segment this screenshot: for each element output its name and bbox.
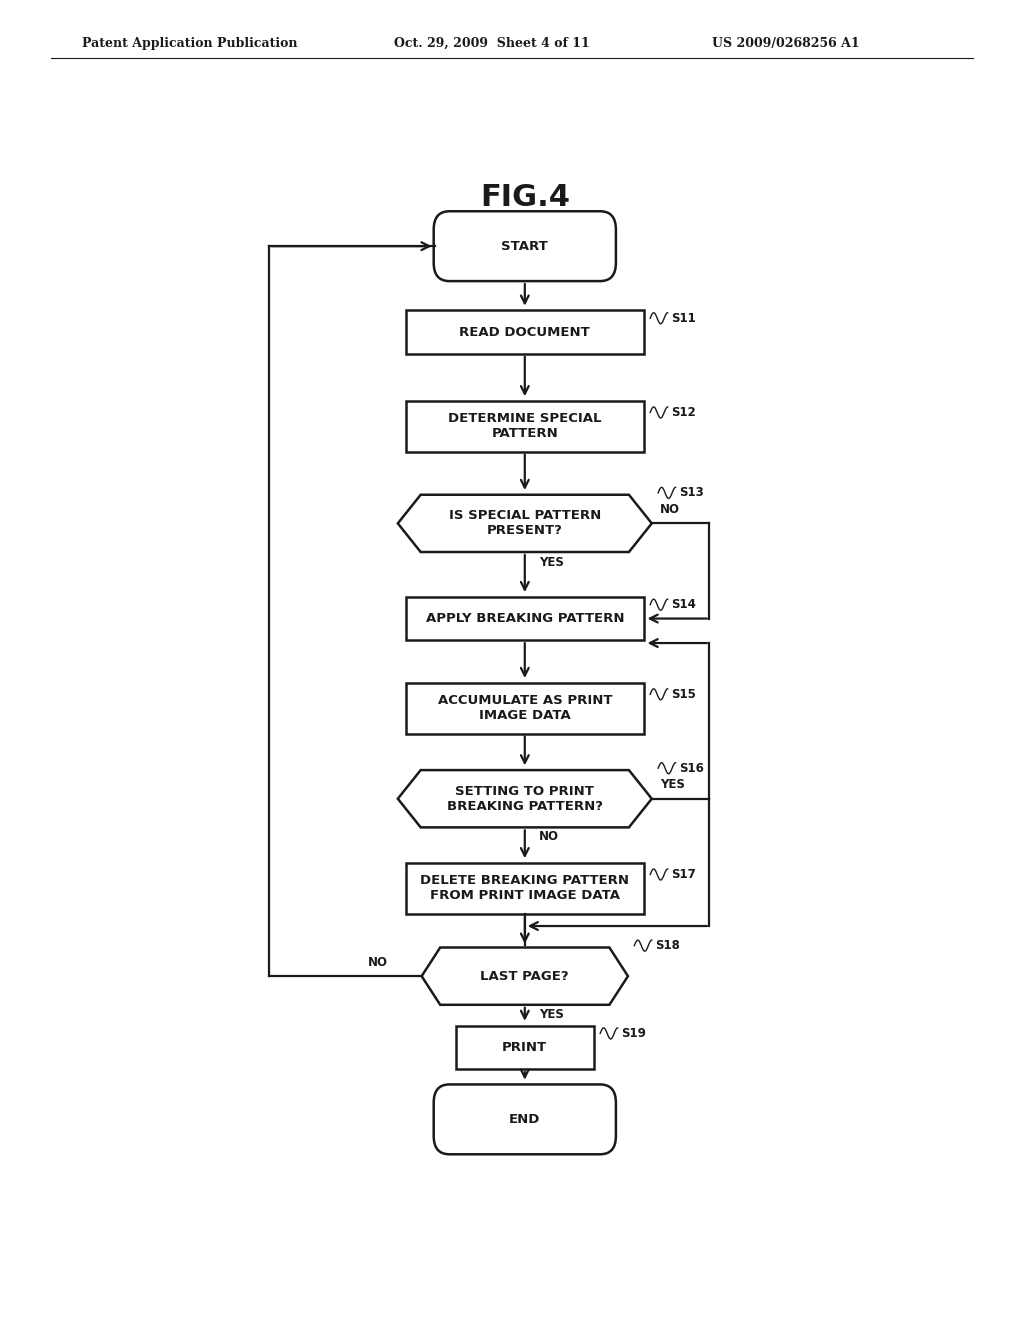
Text: S19: S19 xyxy=(621,1027,646,1040)
Text: S14: S14 xyxy=(671,598,695,611)
FancyBboxPatch shape xyxy=(434,1085,615,1154)
FancyBboxPatch shape xyxy=(406,863,644,913)
Polygon shape xyxy=(397,495,652,552)
Text: S16: S16 xyxy=(679,762,703,775)
Text: YES: YES xyxy=(659,779,685,792)
Text: END: END xyxy=(509,1113,541,1126)
Text: S17: S17 xyxy=(671,869,695,880)
Text: S13: S13 xyxy=(679,486,703,499)
FancyBboxPatch shape xyxy=(406,597,644,640)
Text: S15: S15 xyxy=(671,688,695,701)
Text: S18: S18 xyxy=(655,939,680,952)
Text: SETTING TO PRINT
BREAKING PATTERN?: SETTING TO PRINT BREAKING PATTERN? xyxy=(446,784,603,813)
Text: PRINT: PRINT xyxy=(502,1040,548,1053)
Polygon shape xyxy=(422,948,628,1005)
Text: READ DOCUMENT: READ DOCUMENT xyxy=(460,326,590,339)
Text: Oct. 29, 2009  Sheet 4 of 11: Oct. 29, 2009 Sheet 4 of 11 xyxy=(394,37,590,50)
FancyBboxPatch shape xyxy=(406,682,644,734)
Text: NO: NO xyxy=(539,830,559,843)
FancyBboxPatch shape xyxy=(434,211,615,281)
Text: DELETE BREAKING PATTERN
FROM PRINT IMAGE DATA: DELETE BREAKING PATTERN FROM PRINT IMAGE… xyxy=(420,874,630,903)
Text: YES: YES xyxy=(539,556,564,569)
Text: ACCUMULATE AS PRINT
IMAGE DATA: ACCUMULATE AS PRINT IMAGE DATA xyxy=(437,694,612,722)
Text: US 2009/0268256 A1: US 2009/0268256 A1 xyxy=(712,37,859,50)
Text: S12: S12 xyxy=(671,407,695,418)
Text: IS SPECIAL PATTERN
PRESENT?: IS SPECIAL PATTERN PRESENT? xyxy=(449,510,601,537)
Text: Patent Application Publication: Patent Application Publication xyxy=(82,37,297,50)
Text: NO: NO xyxy=(368,956,388,969)
FancyBboxPatch shape xyxy=(406,310,644,354)
Text: NO: NO xyxy=(659,503,680,516)
FancyBboxPatch shape xyxy=(406,401,644,451)
Text: LAST PAGE?: LAST PAGE? xyxy=(480,970,569,982)
Text: FIG.4: FIG.4 xyxy=(480,182,569,211)
Text: START: START xyxy=(502,240,548,252)
FancyBboxPatch shape xyxy=(456,1026,594,1069)
Text: APPLY BREAKING PATTERN: APPLY BREAKING PATTERN xyxy=(426,612,624,626)
Text: DETERMINE SPECIAL
PATTERN: DETERMINE SPECIAL PATTERN xyxy=(449,412,601,441)
Text: S11: S11 xyxy=(671,312,695,325)
Polygon shape xyxy=(397,770,652,828)
Text: YES: YES xyxy=(539,1007,564,1020)
